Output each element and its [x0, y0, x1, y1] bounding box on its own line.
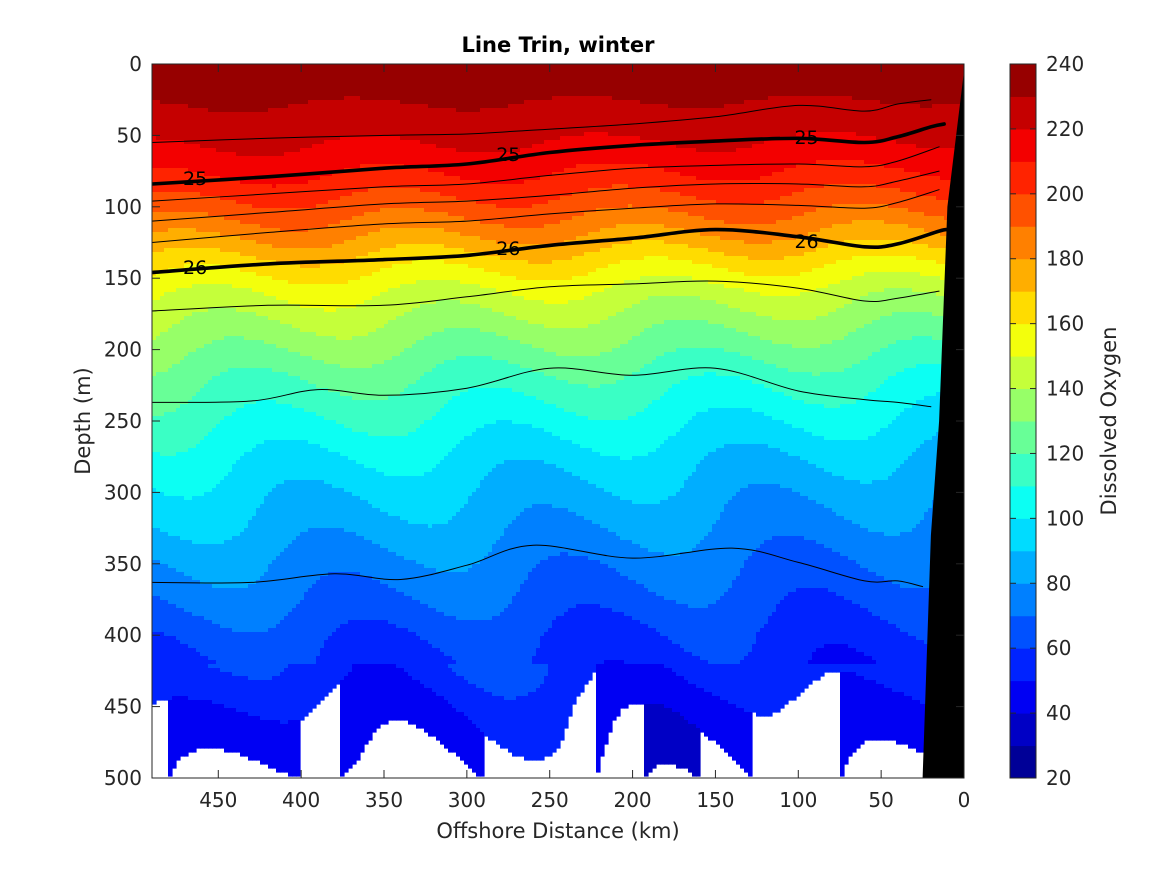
colorbar-ticks: 20 40 60 80 100 120 140 160 180 200 220 240: [1010, 52, 1084, 790]
y-axis-ticks: 0 50 100 150 200 250 300 350 400 450 500: [104, 52, 964, 790]
colorbar-tick-label: 240: [1046, 52, 1084, 76]
x-tick-label: 300: [448, 788, 486, 812]
colorbar-swatch: [1010, 680, 1036, 714]
density-contour-5: [152, 227, 950, 275]
x-tick-label: 350: [365, 788, 403, 812]
colorbar-tick-label: 40: [1046, 701, 1071, 725]
density-contour-7: [152, 367, 932, 408]
colorbar-swatch: [1010, 291, 1036, 325]
colorbar-label: Dissolved Oxygen: [1097, 327, 1121, 516]
contour-label-26-0: 26: [183, 257, 207, 279]
colorbar-swatch: [1010, 453, 1036, 487]
colorbar-tick-label: 20: [1046, 766, 1071, 790]
colorbar-tick-label: 80: [1046, 571, 1071, 595]
plot-area: 25 25 25 26 26 26: [152, 64, 964, 778]
colorbar-swatch: [1010, 258, 1036, 292]
colorbar-swatch: [1010, 193, 1036, 227]
colorbar: [1010, 64, 1036, 779]
density-contour-8: [152, 544, 924, 588]
colorbar-tick-label: 60: [1046, 636, 1071, 660]
x-tick-label: 400: [282, 788, 320, 812]
x-tick-label: 100: [779, 788, 817, 812]
colorbar-swatch: [1010, 518, 1036, 552]
colorbar-swatch: [1010, 128, 1036, 162]
density-contour-4: [152, 189, 940, 243]
contour-label-26-1: 26: [496, 238, 520, 260]
density-contour-2: [152, 146, 940, 202]
bathymetry-shelf: [922, 71, 964, 778]
colorbar-swatch: [1010, 323, 1036, 357]
colorbar-swatch: [1010, 745, 1036, 779]
chart-title: Line Trin, winter: [461, 33, 655, 57]
colorbar-swatch: [1010, 96, 1036, 130]
contour-label-26-2: 26: [794, 231, 818, 253]
x-axis-ticks: 450 400 350 300 250 200 150 100 50 0: [199, 64, 970, 812]
x-axis-label: Offshore Distance (km): [436, 819, 679, 843]
y-tick-label: 100: [104, 195, 142, 219]
contour-labels: 25 25 25 26 26 26: [183, 127, 819, 279]
y-tick-label: 0: [129, 52, 142, 76]
density-contour-0: [152, 99, 932, 143]
colorbar-swatch: [1010, 550, 1036, 584]
x-tick-label: 0: [958, 788, 971, 812]
y-tick-label: 250: [104, 409, 142, 433]
colorbar-swatch: [1010, 226, 1036, 260]
oxygen-bands: [152, 64, 964, 777]
y-tick-label: 350: [104, 552, 142, 576]
colorbar-swatch: [1010, 64, 1036, 97]
density-contours: [152, 99, 950, 588]
colorbar-swatch: [1010, 485, 1036, 519]
colorbar-tick-label: 120: [1046, 441, 1084, 465]
y-tick-label: 300: [104, 480, 142, 504]
colorbar-swatch: [1010, 356, 1036, 390]
colorbar-swatch: [1010, 161, 1036, 195]
x-tick-label: 200: [613, 788, 651, 812]
density-contour-6: [152, 280, 940, 312]
y-tick-label: 450: [104, 695, 142, 719]
colorbar-swatch: [1010, 648, 1036, 682]
x-tick-label: 150: [696, 788, 734, 812]
colorbar-tick-label: 180: [1046, 247, 1084, 271]
colorbar-tick-label: 220: [1046, 117, 1084, 141]
contour-label-25-1: 25: [496, 144, 520, 166]
colorbar-tick-label: 200: [1046, 182, 1084, 206]
y-tick-label: 50: [117, 123, 142, 147]
colorbar-swatch: [1010, 421, 1036, 454]
x-tick-label: 450: [199, 788, 237, 812]
colorbar-tick-label: 160: [1046, 312, 1084, 336]
y-tick-label: 500: [104, 766, 142, 790]
colorbar-tick-label: 140: [1046, 377, 1084, 401]
y-tick-label: 150: [104, 266, 142, 290]
colorbar-swatch: [1010, 713, 1036, 747]
colorbar-swatch: [1010, 388, 1036, 422]
y-axis-label: Depth (m): [71, 367, 95, 474]
x-tick-label: 250: [531, 788, 569, 812]
colorbar-swatch: [1010, 583, 1036, 617]
density-contour-3: [152, 170, 940, 222]
colorbar-swatch: [1010, 615, 1036, 649]
density-contour-1: [152, 122, 946, 186]
colorbar-tick-label: 100: [1046, 506, 1084, 530]
colorbar-frame: [1009, 63, 1037, 779]
x-tick-label: 50: [868, 788, 893, 812]
contour-label-25-2: 25: [794, 127, 818, 149]
contour-label-25-0: 25: [183, 168, 207, 190]
y-tick-label: 200: [104, 338, 142, 362]
y-tick-label: 400: [104, 623, 142, 647]
